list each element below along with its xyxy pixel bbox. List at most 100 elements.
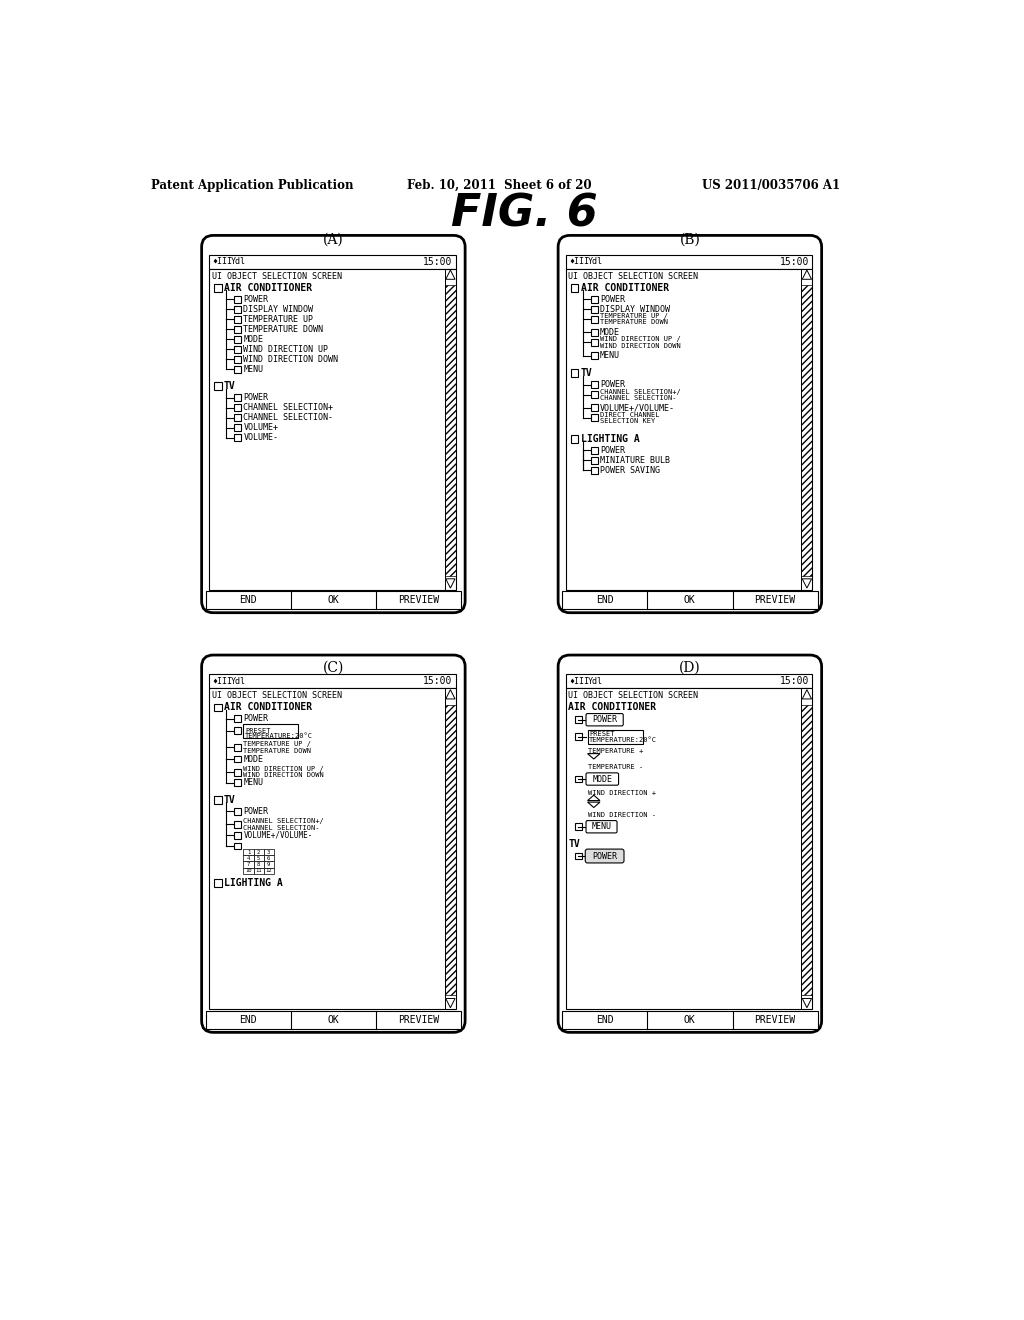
FancyBboxPatch shape bbox=[202, 235, 465, 612]
Text: WIND DIRECTION UP /: WIND DIRECTION UP / bbox=[244, 766, 325, 772]
Text: TEMPERATURE UP /: TEMPERATURE UP / bbox=[244, 742, 311, 747]
Text: AIR CONDITIONER: AIR CONDITIONER bbox=[581, 282, 669, 293]
FancyBboxPatch shape bbox=[586, 821, 617, 833]
Bar bbox=[570, 370, 579, 378]
Text: ♦III: ♦III bbox=[569, 677, 589, 685]
Text: POWER: POWER bbox=[600, 380, 625, 389]
Bar bbox=[591, 352, 598, 359]
Text: 2: 2 bbox=[257, 850, 260, 854]
Text: VOLUME+: VOLUME+ bbox=[244, 424, 279, 433]
FancyBboxPatch shape bbox=[586, 714, 624, 726]
Bar bbox=[234, 326, 241, 333]
Bar bbox=[591, 306, 598, 313]
Bar bbox=[591, 381, 598, 388]
Bar bbox=[802, 705, 812, 995]
Text: UI OBJECT SELECTION SCREEN: UI OBJECT SELECTION SCREEN bbox=[568, 692, 698, 701]
Bar bbox=[244, 867, 254, 874]
Text: MINIATURE BULB: MINIATURE BULB bbox=[600, 455, 670, 465]
Text: LIGHTING A: LIGHTING A bbox=[581, 434, 639, 444]
Text: CHANNEL SELECTION+/: CHANNEL SELECTION+/ bbox=[244, 818, 325, 825]
Bar bbox=[445, 285, 456, 576]
Text: TEMPERATURE -: TEMPERATURE - bbox=[588, 764, 643, 770]
Text: PREVIEW: PREVIEW bbox=[755, 595, 796, 605]
Text: VOLUME-: VOLUME- bbox=[244, 433, 279, 442]
Text: POWER: POWER bbox=[244, 294, 268, 304]
Bar bbox=[214, 704, 222, 711]
Text: 1: 1 bbox=[247, 850, 250, 854]
Text: WIND DIRECTION DOWN: WIND DIRECTION DOWN bbox=[600, 342, 681, 348]
Bar bbox=[244, 862, 254, 867]
Text: TEMPERATURE:20°C: TEMPERATURE:20°C bbox=[589, 737, 657, 743]
Bar bbox=[263, 867, 273, 874]
Bar bbox=[254, 867, 263, 874]
FancyBboxPatch shape bbox=[586, 774, 618, 785]
Text: TEMPERATURE UP /: TEMPERATURE UP / bbox=[600, 313, 668, 319]
Text: POWER: POWER bbox=[600, 294, 625, 304]
Text: PREVIEW: PREVIEW bbox=[398, 1015, 439, 1024]
Text: POWER: POWER bbox=[592, 715, 617, 725]
Text: MENU: MENU bbox=[244, 779, 263, 787]
Text: END: END bbox=[240, 1015, 257, 1024]
Bar bbox=[234, 346, 241, 352]
Text: TV: TV bbox=[224, 381, 236, 391]
Bar bbox=[802, 285, 812, 576]
Text: MENU: MENU bbox=[244, 364, 263, 374]
Text: TEMPERATURE DOWN: TEMPERATURE DOWN bbox=[244, 325, 324, 334]
Bar bbox=[206, 1011, 461, 1028]
Bar bbox=[254, 849, 263, 855]
Bar bbox=[214, 879, 222, 887]
Bar bbox=[588, 730, 643, 743]
Text: (A): (A) bbox=[323, 232, 344, 247]
Bar bbox=[234, 744, 241, 751]
Bar bbox=[566, 268, 812, 590]
Text: TV: TV bbox=[224, 795, 236, 805]
Bar bbox=[244, 849, 254, 855]
Text: TV: TV bbox=[568, 838, 580, 849]
Bar bbox=[591, 457, 598, 463]
Text: (D): (D) bbox=[679, 661, 700, 675]
Polygon shape bbox=[588, 795, 600, 800]
Text: TEMPERATURE +: TEMPERATURE + bbox=[588, 747, 643, 754]
Text: 15:00: 15:00 bbox=[780, 256, 809, 267]
Text: FIG. 6: FIG. 6 bbox=[452, 193, 598, 235]
Polygon shape bbox=[802, 271, 812, 280]
Bar bbox=[591, 446, 598, 454]
Bar bbox=[234, 842, 241, 850]
Text: Ydl: Ydl bbox=[231, 257, 246, 267]
Text: TEMPERATURE DOWN: TEMPERATURE DOWN bbox=[244, 747, 311, 754]
Bar bbox=[574, 853, 582, 859]
Text: PRESET: PRESET bbox=[245, 729, 270, 734]
Text: 12: 12 bbox=[265, 869, 272, 873]
Polygon shape bbox=[445, 271, 455, 280]
FancyBboxPatch shape bbox=[558, 655, 821, 1032]
FancyBboxPatch shape bbox=[586, 849, 624, 863]
Text: 11: 11 bbox=[255, 869, 262, 873]
Text: END: END bbox=[240, 595, 257, 605]
Bar bbox=[244, 855, 254, 862]
Text: PRESET: PRESET bbox=[589, 731, 614, 738]
Bar bbox=[591, 339, 598, 346]
Polygon shape bbox=[802, 689, 812, 700]
Text: 15:00: 15:00 bbox=[423, 676, 453, 686]
Bar bbox=[591, 467, 598, 474]
Bar bbox=[234, 821, 241, 828]
Text: MENU: MENU bbox=[592, 822, 611, 832]
Bar bbox=[591, 404, 598, 412]
Bar bbox=[234, 779, 241, 787]
Bar bbox=[234, 832, 241, 838]
Bar bbox=[209, 255, 456, 268]
Text: TEMPERATURE DOWN: TEMPERATURE DOWN bbox=[600, 319, 668, 326]
FancyBboxPatch shape bbox=[202, 655, 465, 1032]
Text: TEMPERATURE UP: TEMPERATURE UP bbox=[244, 315, 313, 323]
Bar bbox=[591, 329, 598, 335]
Text: CHANNEL SELECTION-: CHANNEL SELECTION- bbox=[244, 413, 334, 422]
Bar bbox=[234, 395, 241, 401]
Bar bbox=[234, 425, 241, 432]
Bar bbox=[263, 849, 273, 855]
Text: TEMPERATURE:20°C: TEMPERATURE:20°C bbox=[245, 733, 313, 739]
Bar bbox=[254, 855, 263, 862]
Bar bbox=[234, 404, 241, 412]
Polygon shape bbox=[802, 579, 812, 589]
Bar bbox=[574, 717, 582, 723]
Text: MENU: MENU bbox=[600, 351, 620, 360]
